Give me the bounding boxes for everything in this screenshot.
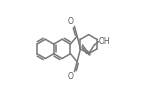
Text: O: O — [68, 17, 74, 26]
Text: OH: OH — [99, 37, 111, 46]
Text: O: O — [68, 72, 74, 81]
